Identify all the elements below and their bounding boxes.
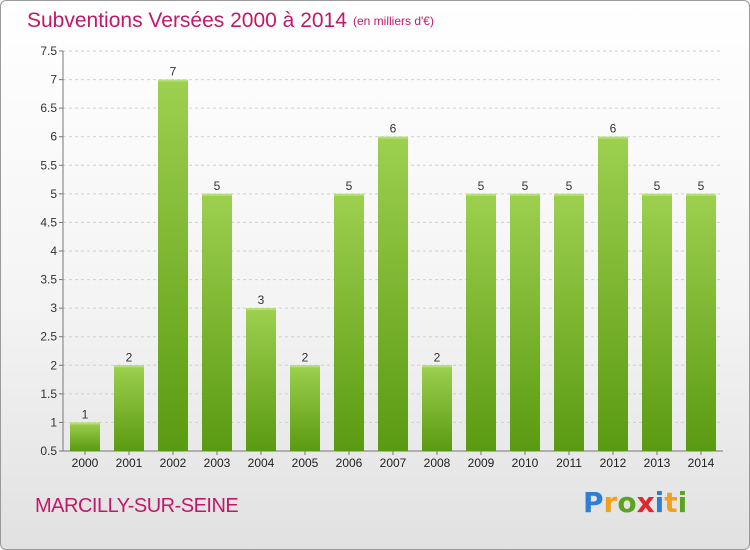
value-label: 2 [126, 350, 133, 364]
value-label: 5 [566, 179, 573, 193]
bar-2006 [334, 194, 364, 451]
bar-highlight [378, 137, 408, 139]
bar-2004 [246, 308, 276, 451]
y-tick-label: 4 [50, 244, 57, 258]
value-label: 3 [258, 293, 265, 307]
bar-2011 [554, 194, 584, 451]
y-tick-label: 0.5 [40, 444, 57, 458]
value-label: 6 [610, 122, 617, 136]
value-label: 5 [346, 179, 353, 193]
x-tick-label: 2001 [116, 456, 143, 470]
bar-highlight [334, 194, 364, 196]
bar-2013 [642, 194, 672, 451]
value-label: 7 [170, 65, 177, 79]
x-tick-label: 2004 [248, 456, 275, 470]
bar-highlight [158, 80, 188, 82]
y-tick-label: 2 [50, 358, 57, 372]
y-tick-label: 6 [50, 130, 57, 144]
bar-2010 [510, 194, 540, 451]
x-tick-label: 2009 [468, 456, 495, 470]
y-tick-label: 7.5 [40, 44, 57, 58]
y-tick-label: 3.5 [40, 273, 57, 287]
bar-highlight [642, 194, 672, 196]
bar-highlight [466, 194, 496, 196]
x-tick-label: 2014 [688, 456, 715, 470]
proxiti-logo[interactable]: Proxiti [583, 486, 687, 519]
bar-highlight [554, 194, 584, 196]
x-tick-label: 2003 [204, 456, 231, 470]
bar-2008 [422, 365, 452, 451]
bar-2000 [70, 422, 100, 451]
bar-2012 [598, 137, 628, 451]
bar-2001 [114, 365, 144, 451]
value-label: 5 [654, 179, 661, 193]
x-tick-label: 2008 [424, 456, 451, 470]
x-tick-label: 2006 [336, 456, 363, 470]
bar-2002 [158, 80, 188, 451]
bar-highlight [246, 308, 276, 310]
value-label: 5 [214, 179, 221, 193]
bar-highlight [202, 194, 232, 196]
y-tick-label: 5 [50, 187, 57, 201]
value-label: 6 [390, 122, 397, 136]
bar-highlight [114, 365, 144, 367]
y-tick-label: 5.5 [40, 158, 57, 172]
bar-2007 [378, 137, 408, 451]
x-tick-label: 2013 [644, 456, 671, 470]
y-tick-label: 3 [50, 301, 57, 315]
x-tick-label: 2007 [380, 456, 407, 470]
y-tick-label: 1.5 [40, 387, 57, 401]
value-label: 5 [478, 179, 485, 193]
y-tick-label: 7 [50, 73, 57, 87]
bar-2014 [686, 194, 716, 451]
x-tick-label: 2012 [600, 456, 627, 470]
bar-2003 [202, 194, 232, 451]
y-tick-label: 2.5 [40, 330, 57, 344]
commune-name: MARCILLY-SUR-SEINE [35, 495, 238, 518]
x-tick-label: 2011 [556, 456, 582, 470]
x-tick-label: 2000 [72, 456, 99, 470]
value-label: 1 [82, 407, 89, 421]
value-label: 5 [522, 179, 529, 193]
bar-2005 [290, 365, 320, 451]
y-tick-label: 6.5 [40, 101, 57, 115]
value-label: 2 [434, 350, 441, 364]
x-tick-label: 2005 [292, 456, 319, 470]
x-tick-label: 2002 [160, 456, 187, 470]
bar-highlight [422, 365, 452, 367]
bar-highlight [290, 365, 320, 367]
bar-2009 [466, 194, 496, 451]
bar-highlight [686, 194, 716, 196]
bar-highlight [70, 422, 100, 424]
y-tick-label: 1 [50, 415, 57, 429]
value-label: 5 [698, 179, 705, 193]
bar-highlight [510, 194, 540, 196]
bar-highlight [598, 137, 628, 139]
y-tick-label: 4.5 [40, 215, 57, 229]
x-tick-label: 2010 [512, 456, 539, 470]
value-label: 2 [302, 350, 309, 364]
